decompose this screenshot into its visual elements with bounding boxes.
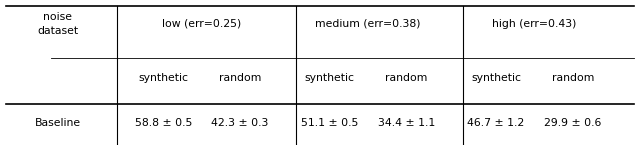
Text: low (err=0.25): low (err=0.25)	[162, 19, 241, 29]
Text: Baseline: Baseline	[35, 118, 81, 127]
Text: random: random	[219, 73, 261, 83]
Text: noise
dataset: noise dataset	[37, 12, 78, 36]
Text: 46.7 ± 1.2: 46.7 ± 1.2	[467, 118, 525, 127]
Text: 58.8 ± 0.5: 58.8 ± 0.5	[134, 118, 192, 127]
Text: synthetic: synthetic	[138, 73, 188, 83]
Text: random: random	[552, 73, 594, 83]
Text: medium (err=0.38): medium (err=0.38)	[316, 19, 420, 29]
Text: 51.1 ± 0.5: 51.1 ± 0.5	[301, 118, 358, 127]
Text: 34.4 ± 1.1: 34.4 ± 1.1	[378, 118, 435, 127]
Text: synthetic: synthetic	[471, 73, 521, 83]
Text: 42.3 ± 0.3: 42.3 ± 0.3	[211, 118, 269, 127]
Text: high (err=0.43): high (err=0.43)	[492, 19, 577, 29]
Text: random: random	[385, 73, 428, 83]
Text: synthetic: synthetic	[305, 73, 355, 83]
Text: 29.9 ± 0.6: 29.9 ± 0.6	[544, 118, 602, 127]
